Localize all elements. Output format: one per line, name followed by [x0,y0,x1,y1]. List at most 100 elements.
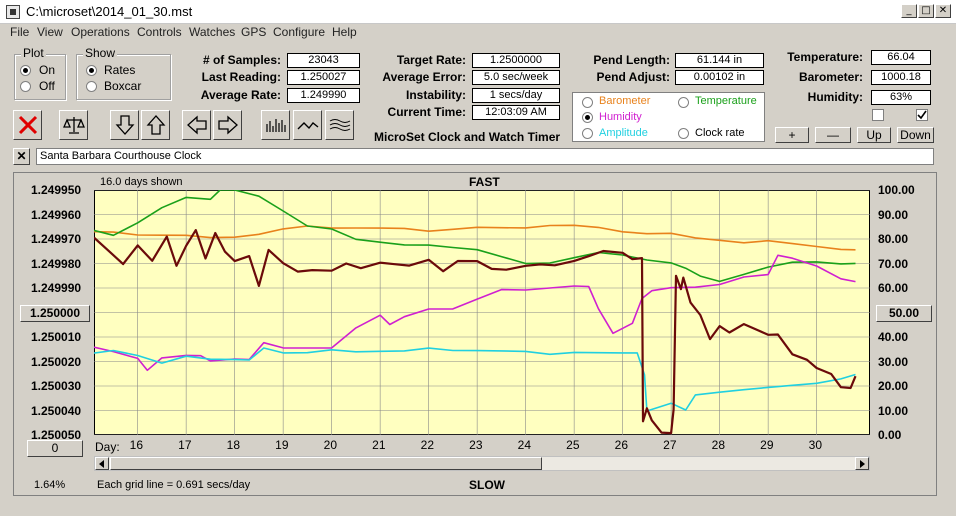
series-line-clock-rate [94,228,857,435]
scale-icon [63,117,85,134]
option-checkbox-1[interactable] [872,109,884,121]
y-tick-left: 1.250040 [31,403,82,418]
minimize-icon[interactable]: _ [901,4,917,18]
samples-field: 23043 [287,53,360,68]
zero-box[interactable]: 0 [27,440,83,457]
option-checkbox-2[interactable] [916,109,928,121]
menu-watches[interactable]: Watches [189,25,236,39]
y-tick-right: 90.00 [878,207,909,222]
y-tick-right: 30.00 [878,354,909,369]
plot-off-label: Off [39,79,55,93]
clock-name-input[interactable]: Santa Barbara Courthouse Clock [36,148,934,165]
instability-field: 1 secs/day [472,88,560,103]
series-temperature-label: Temperature [695,95,757,107]
x-tick-label: 25 [566,438,580,452]
scrollbar-thumb[interactable] [110,457,542,470]
scroll-right-arrow-icon[interactable] [855,457,869,470]
average-error-field: 5.0 sec/week [472,70,560,85]
series-humidity-label: Humidity [599,111,642,123]
day-axis-label: Day: [95,440,120,454]
menu-gps[interactable]: GPS [241,25,267,39]
instability-label: Instability: [405,88,466,102]
y-tick-right: 10.00 [878,403,909,418]
x-tick-label: 16 [129,438,143,452]
pend-adjust-field[interactable]: 0.00102 in [675,70,764,85]
x-tick-label: 27 [663,438,677,452]
title-bar: C:\microset\2014_01_30.mst _ □ ✕ [0,0,956,24]
series-humidity-radio[interactable] [582,112,593,123]
y-tick-left: 1.249970 [31,232,82,246]
series-barometer-label: Barometer [599,95,651,107]
down-arrow-icon [115,115,135,135]
x-tick-label: 23 [469,438,483,452]
show-boxcar-radio[interactable] [86,81,97,92]
y-tick-left: 1.250020 [31,354,82,369]
close-icon[interactable]: ✕ [935,4,951,18]
humidity-field: 63% [871,90,931,105]
y-tick-left: 1.249990 [31,281,82,295]
bars-icon [266,119,286,132]
last-reading-field: 1.250027 [287,70,360,85]
rate-up-button[interactable] [141,110,170,140]
menu-configure[interactable]: Configure [273,25,326,39]
line-icon [297,122,319,130]
center-scale-box[interactable]: 50.00 [876,305,932,322]
series-amplitude-label: Amplitude [599,127,648,139]
menu-operations[interactable]: Operations [71,25,130,39]
series-barometer-radio[interactable] [582,97,593,108]
menu-controls[interactable]: Controls [137,25,182,39]
menu-view[interactable]: View [37,25,63,39]
rate-down-button[interactable] [110,110,139,140]
y-tick-left: 1.250010 [31,330,82,344]
x-tick-label: 24 [517,438,531,452]
scale-down-button[interactable]: Down [897,127,934,143]
x-tick-label: 18 [226,438,240,452]
y-tick-right: 60.00 [878,281,909,295]
series-amplitude-radio[interactable] [582,128,593,139]
plot-on-label: On [39,63,56,77]
y-tick-right: 20.00 [878,379,909,393]
show-rates-label: Rates [104,63,136,77]
bars-view-button[interactable] [261,110,290,140]
center-rate-box[interactable]: 1.250000 [20,305,90,322]
target-rate-field[interactable]: 1.2500000 [472,53,560,68]
scroll-left-button[interactable] [182,110,211,140]
x-tick-label: 29 [760,438,774,452]
horizontal-scrollbar[interactable] [94,456,870,471]
scroll-right-button[interactable] [213,110,242,140]
barometer-label: Barometer: [798,70,863,84]
slow-label: SLOW [469,478,505,492]
y-tick-right: 0.00 [878,428,902,442]
series-clock-rate-label: Clock rate [695,127,745,139]
line-view-button[interactable] [293,110,322,140]
humidity-label: Humidity: [807,90,863,104]
series-line-amplitude [94,347,856,412]
current-time-field: 12:03:09 AM [472,105,560,120]
scroll-left-arrow-icon[interactable] [95,457,109,470]
wave-view-button[interactable] [325,110,354,140]
average-rate-label: Average Rate: [200,88,281,102]
plot-off-radio[interactable] [20,81,31,92]
series-clock-rate-radio[interactable] [678,128,689,139]
scale-up-button[interactable]: Up [857,127,891,143]
left-arrow-icon [187,115,207,135]
scale-minus-button[interactable]: — [815,127,851,143]
close-clock-button[interactable]: ✕ [13,148,30,165]
y-tick-left: 1.249950 [31,183,82,197]
x-tick-label: 26 [614,438,628,452]
average-error-label: Average Error: [382,70,466,84]
maximize-icon[interactable]: □ [918,4,934,18]
series-temperature-radio[interactable] [678,97,689,108]
fast-label: FAST [469,175,500,189]
y-tick-left: 1.250030 [31,379,82,393]
clear-button[interactable] [13,110,42,140]
menu-file[interactable]: File [10,25,30,39]
scale-plus-button[interactable]: + [775,127,809,143]
balance-button[interactable] [59,110,88,140]
show-rates-radio[interactable] [86,65,97,76]
menu-help[interactable]: Help [332,25,357,39]
plot-on-radio[interactable] [20,65,31,76]
pend-length-field: 61.144 in [675,53,764,68]
plot-group-label: Plot [21,46,46,60]
chart-plot-area[interactable] [94,190,870,435]
